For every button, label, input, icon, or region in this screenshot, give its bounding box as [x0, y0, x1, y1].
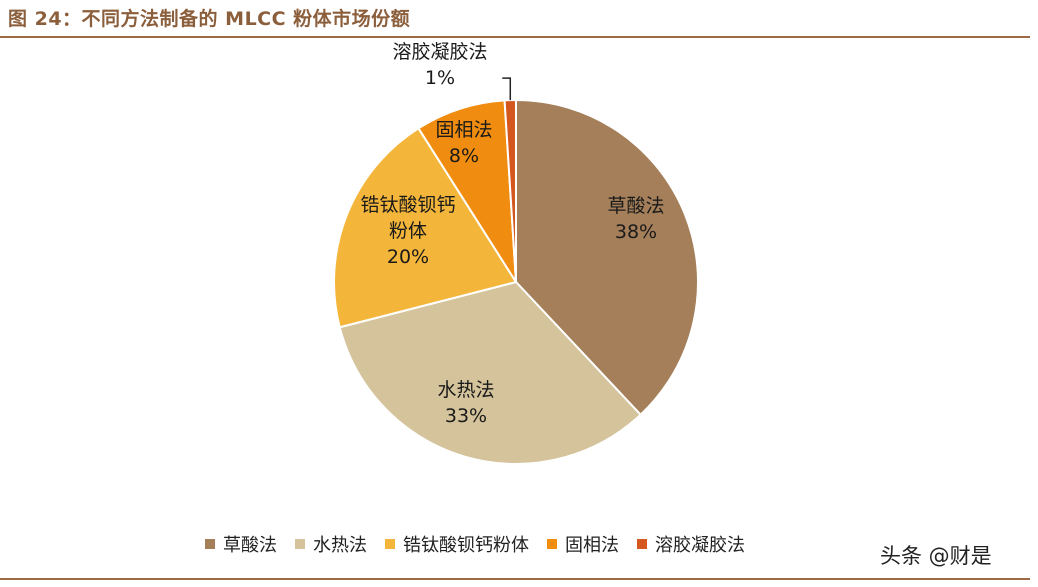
legend-item-1: 草酸法 [205, 531, 277, 557]
legend-label: 草酸法 [223, 535, 277, 556]
pie-slice-1 [515, 98, 699, 417]
legend-swatch [637, 539, 647, 549]
pie-slice-2 [338, 280, 643, 465]
slice-label-3-line-1: 锆钛酸钡钙 [360, 194, 455, 216]
legend-item-3: 锆钛酸钡钙粉体 [385, 531, 529, 557]
bottom-rule [0, 578, 1030, 580]
pie-slice-3 [333, 126, 518, 329]
slice-label-2-line-2: 33% [445, 405, 487, 427]
pie-slice-4 [417, 99, 517, 283]
legend-swatch [385, 539, 395, 549]
watermark-text: 头条 @财是 [880, 544, 992, 568]
legend-swatch [205, 539, 215, 549]
legend-item-5: 溶胶凝胶法 [637, 531, 745, 557]
slice-label-2-line-1: 水热法 [437, 379, 494, 401]
legend-item-4: 固相法 [547, 531, 619, 557]
figure-title: 图 24：不同方法制备的 MLCC 粉体市场份额 [8, 8, 411, 30]
pie-slices [333, 98, 699, 465]
legend-label: 溶胶凝胶法 [655, 535, 745, 556]
legend-label: 水热法 [313, 535, 367, 556]
slice-label-4-line-1: 固相法 [435, 119, 492, 141]
leader-line [502, 77, 512, 101]
legend-swatch [295, 539, 305, 549]
pie-leaders [502, 77, 512, 101]
slice-label-4-line-2: 8% [449, 145, 479, 167]
slice-label-3-line-2: 粉体 [389, 220, 427, 242]
legend-swatch [547, 539, 557, 549]
pie-labels: 草酸法 38% 水热法 33% 锆钛酸钡钙粉体 20% 固相法 8% 溶胶凝胶法 1% [360, 41, 664, 427]
slice-label-1-line-2: 38% [615, 221, 657, 243]
slice-label-5-line-2: 1% [425, 67, 455, 89]
slice-label-3-line-3: 20% [387, 246, 429, 268]
legend-label: 锆钛酸钡钙粉体 [403, 535, 529, 556]
legend: 草酸法 水热法 锆钛酸钡钙粉体 固相法 溶胶凝胶法 [205, 532, 763, 556]
legend-label: 固相法 [565, 535, 619, 556]
slice-label-5-line-1: 溶胶凝胶法 [392, 41, 487, 63]
top-rule [0, 36, 1030, 38]
legend-item-2: 水热法 [295, 531, 367, 557]
slice-label-1-line-1: 草酸法 [607, 195, 664, 217]
